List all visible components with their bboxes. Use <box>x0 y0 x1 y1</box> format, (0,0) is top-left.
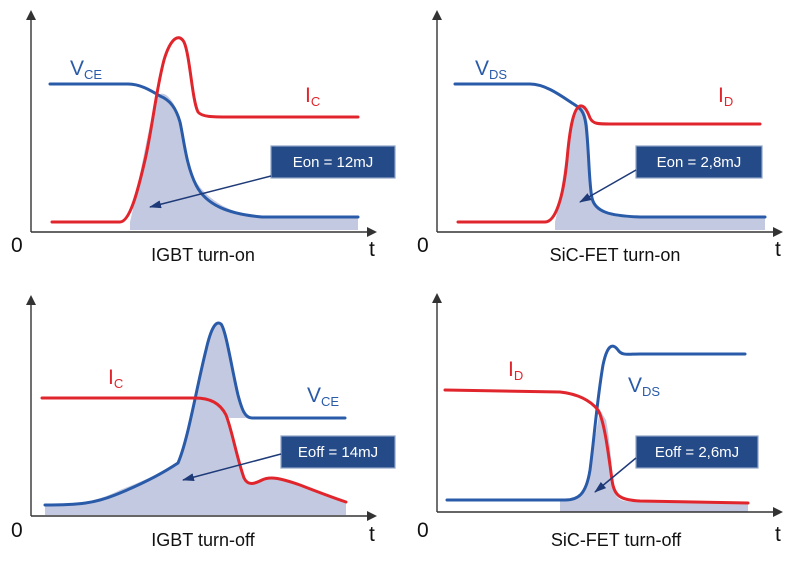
energy-box <box>280 435 396 469</box>
energy-value: Eoff = 2,6mJ <box>655 444 739 461</box>
voltage-label: VCE <box>307 384 339 409</box>
energy-arrow <box>579 169 637 203</box>
origin-label: 0 <box>417 234 429 257</box>
panel-igbt-turn-on: VCE IC Eon = 12mJ 0 t IGBT turn-on <box>11 10 396 265</box>
panel-sicfet-turn-off: ID VDS Eoff = 2,6mJ 0 t SiC-FET turn-off <box>417 293 783 550</box>
voltage-curve <box>43 321 347 507</box>
voltage-label: VDS <box>628 374 660 399</box>
voltage-label: VDS <box>475 57 507 82</box>
voltage-curve <box>48 82 360 219</box>
panel-caption: SiC-FET turn-on <box>550 245 681 265</box>
voltage-curve <box>453 82 767 219</box>
switching-energy-area <box>555 106 765 230</box>
energy-value: Eon = 2,8mJ <box>657 154 742 171</box>
time-axis-label: t <box>775 523 781 546</box>
energy-value: Eoff = 14mJ <box>298 444 378 461</box>
current-curve <box>50 36 360 224</box>
current-label: IC <box>305 84 320 109</box>
panel-caption: IGBT turn-off <box>151 530 255 550</box>
switching-energy-area <box>560 410 748 512</box>
energy-box <box>635 435 759 469</box>
origin-label: 0 <box>11 519 23 542</box>
current-curve <box>40 396 348 504</box>
voltage-curve <box>445 344 747 502</box>
energy-box <box>635 145 763 179</box>
voltage-label: VCE <box>70 57 102 82</box>
time-axis-label: t <box>775 238 781 261</box>
current-curve <box>456 104 762 224</box>
energy-box <box>270 145 396 179</box>
current-label: ID <box>508 358 523 383</box>
current-curve <box>443 388 750 505</box>
origin-label: 0 <box>11 234 23 257</box>
current-label: IC <box>108 366 123 391</box>
origin-label: 0 <box>417 519 429 542</box>
time-axis-label: t <box>369 238 375 261</box>
panel-caption: IGBT turn-on <box>151 245 255 265</box>
energy-arrow <box>594 457 637 493</box>
panel-igbt-turn-off: IC VCE Eoff = 14mJ 0 t IGBT turn-off <box>11 295 396 550</box>
switching-energy-area <box>130 93 358 230</box>
panel-caption: SiC-FET turn-off <box>551 530 682 550</box>
current-label: ID <box>718 84 733 109</box>
switching-energy-area <box>45 323 346 515</box>
energy-arrow <box>149 175 272 209</box>
panel-sicfet-turn-on: VDS ID Eon = 2,8mJ 0 t SiC-FET turn-on <box>417 10 783 265</box>
energy-value: Eon = 12mJ <box>293 154 373 171</box>
energy-arrow <box>182 453 282 482</box>
time-axis-label: t <box>369 523 375 546</box>
